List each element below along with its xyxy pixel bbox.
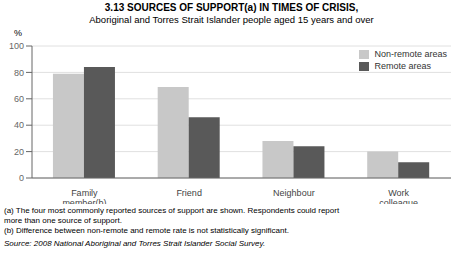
svg-text:Familymember(b): Familymember(b): [62, 188, 106, 204]
svg-text:Friend: Friend: [176, 188, 202, 198]
html-text:more than one source of suppor: more than one source of support.: [4, 216, 122, 225]
html-text:(b) Difference between non-rem: (b) Difference between non-remote and re…: [4, 226, 289, 235]
html-text:3.13 SOURCES OF SUPPORT(a) IN: 3.13 SOURCES OF SUPPORT(a) IN TIMES OF C…: [104, 2, 359, 13]
html-text:Aboriginal and Torres Strait I: Aboriginal and Torres Strait Islander pe…: [89, 14, 374, 25]
html-text:Non-remote areas: Non-remote areas: [374, 49, 447, 59]
html-text:Source: 2008 National Aborigin: Source: 2008 National Aboriginal and Tor…: [4, 239, 266, 248]
svg-text:100: 100: [9, 41, 24, 51]
html-text:(a) The four most commonly rep: (a) The four most commonly reported sour…: [4, 206, 340, 215]
svg-text:Neighbour: Neighbour: [273, 188, 315, 198]
svg-text:Workcolleague: Workcolleague: [379, 188, 418, 204]
svg-text:40: 40: [14, 120, 24, 130]
svg-text:80: 80: [14, 68, 24, 78]
svg-text:60: 60: [14, 94, 24, 104]
html-text:Remote areas: Remote areas: [374, 61, 431, 71]
svg-text:0: 0: [19, 173, 24, 183]
svg-text:20: 20: [14, 147, 24, 157]
